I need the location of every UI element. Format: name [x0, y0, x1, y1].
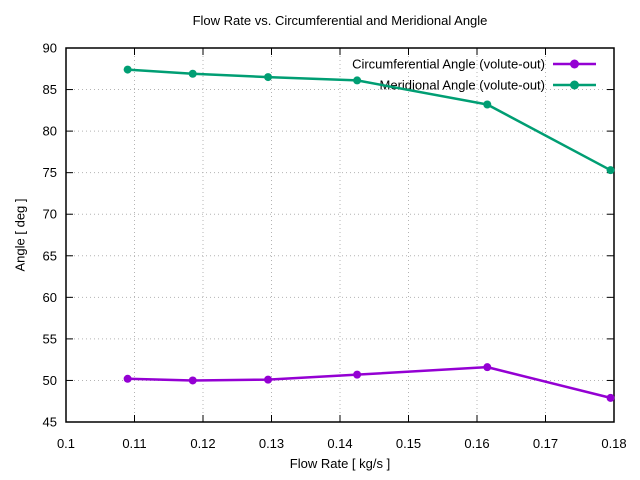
y-tick-label: 50 — [43, 373, 57, 388]
x-tick-label: 0.16 — [464, 436, 489, 451]
data-point — [188, 376, 197, 385]
data-point — [188, 69, 197, 78]
data-point — [353, 76, 362, 85]
data-point — [606, 393, 615, 402]
data-point — [123, 65, 132, 74]
y-tick-label: 70 — [43, 207, 57, 222]
data-point — [123, 374, 132, 383]
data-point — [264, 73, 273, 82]
data-point — [483, 100, 492, 109]
data-point — [483, 363, 492, 372]
y-tick-label: 65 — [43, 248, 57, 263]
legend-label: Meridional Angle (volute-out) — [380, 78, 545, 93]
data-point — [606, 166, 615, 175]
x-tick-label: 0.17 — [533, 436, 558, 451]
x-tick-label: 0.15 — [396, 436, 421, 451]
y-tick-label: 55 — [43, 331, 57, 346]
legend-marker-icon — [570, 80, 579, 90]
series-line — [126, 68, 612, 172]
plot-border — [65, 47, 615, 423]
x-tick-label: 0.14 — [327, 436, 352, 451]
x-tick-label: 0.18 — [601, 436, 626, 451]
legend-label: Circumferential Angle (volute-out) — [352, 57, 545, 72]
x-tick-label: 0.13 — [259, 436, 284, 451]
y-tick-label: 90 — [43, 41, 57, 56]
series-line — [126, 365, 612, 400]
x-tick-label: 0.1 — [57, 436, 75, 451]
y-tick-label: 75 — [43, 165, 57, 180]
chart-title: Flow Rate vs. Circumferential and Meridi… — [192, 13, 488, 28]
legend-marker-icon — [570, 59, 579, 69]
y-tick-label: 85 — [43, 82, 57, 97]
x-axis-label: Flow Rate [ kg/s ] — [289, 456, 391, 471]
data-point — [353, 370, 362, 379]
data-point — [264, 375, 273, 384]
y-tick-label: 45 — [43, 415, 57, 430]
y-tick-label: 60 — [43, 290, 57, 305]
x-tick-label: 0.12 — [190, 436, 215, 451]
y-tick-label: 80 — [43, 124, 57, 139]
x-tick-label: 0.11 — [122, 436, 146, 451]
